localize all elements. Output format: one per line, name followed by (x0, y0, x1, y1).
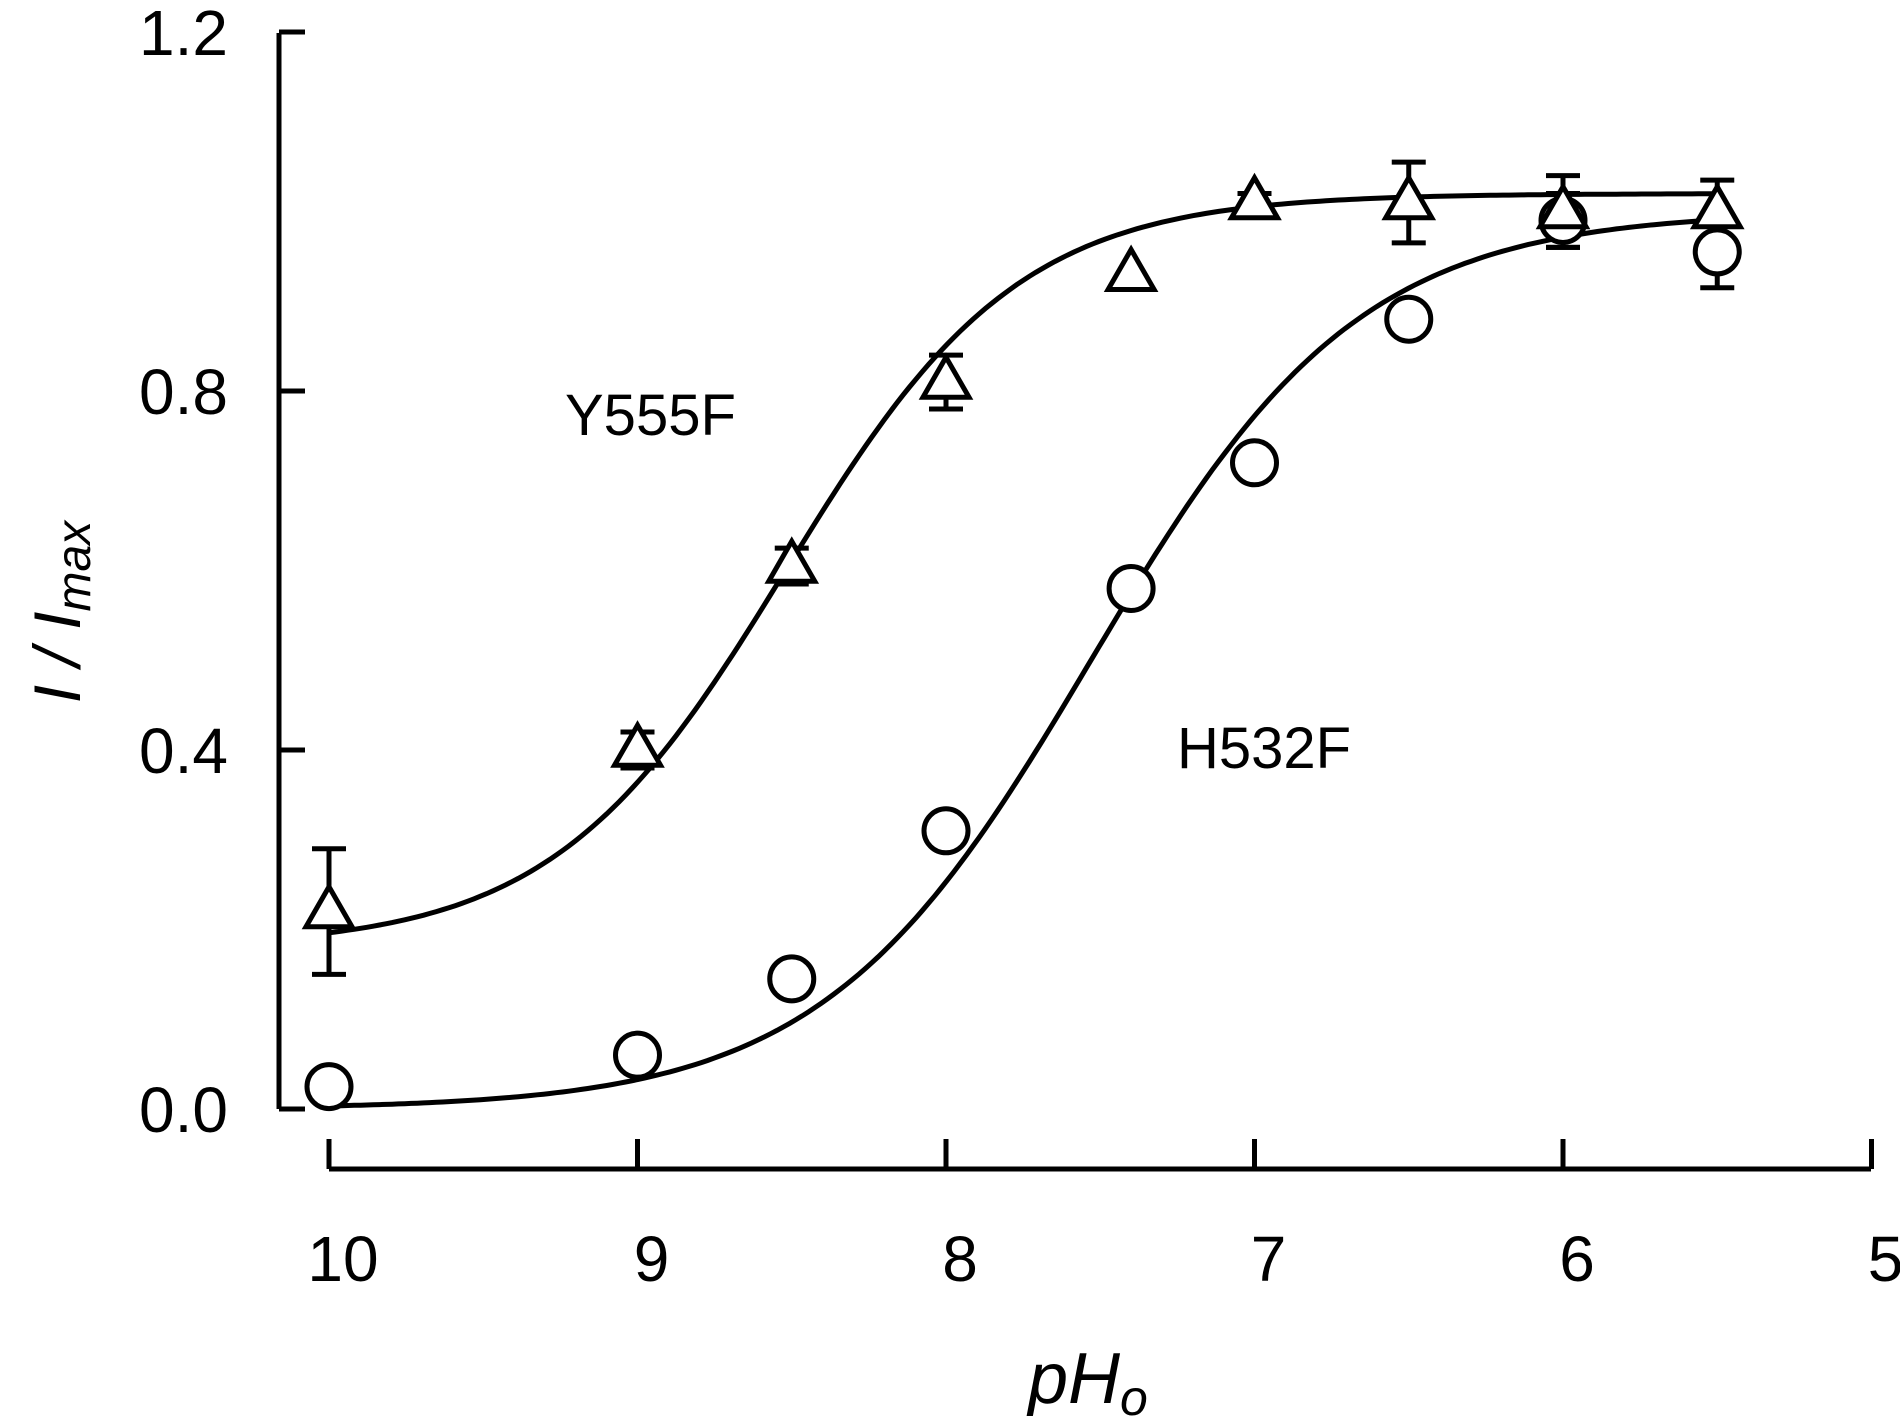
error-bars (312, 159, 1735, 995)
data-point-h532f-0 (304, 1062, 354, 1112)
x-tick-label-1: 9 (634, 1223, 670, 1295)
data-point-h532f-1 (613, 1030, 662, 1080)
x-axis-title: pHo (1026, 1339, 1148, 1416)
y-tick-label-3: 1.2 (139, 0, 228, 69)
data-point-y555f-1 (610, 720, 665, 768)
x-tick-label-0: 10 (307, 1223, 378, 1295)
data-point-y555f-4 (1103, 244, 1159, 293)
series-label-h532f: H532F (1177, 716, 1351, 781)
x-axis-title-main: pH (1026, 1339, 1121, 1416)
x-tick-label-3: 7 (1251, 1223, 1287, 1295)
fit-curve-y555f (328, 191, 1718, 936)
data-point-y555f-8 (1689, 181, 1745, 230)
y-tick-label-0: 0.0 (139, 1074, 228, 1146)
fit-curves (328, 191, 1718, 1109)
x-axis-title-subscript: o (1120, 1370, 1148, 1416)
series-label-y555f: Y555F (565, 383, 736, 448)
data-point-h532f-4 (1106, 563, 1156, 613)
data-point-y555f-5 (1227, 172, 1282, 221)
y-tick-label-2: 0.8 (139, 356, 228, 428)
fit-curve-h532f (328, 217, 1718, 1109)
y-axis-title-main: I / I (20, 612, 94, 704)
x-tick-label-2: 8 (942, 1223, 978, 1295)
axes (276, 33, 1871, 1172)
data-point-h532f-2 (767, 954, 817, 1004)
y-ticks: 0.0 0.4 0.8 1.2 (139, 0, 305, 1146)
data-point-y555f-7 (1535, 181, 1591, 230)
x-tick-label-5: 5 (1868, 1223, 1900, 1295)
x-ticks: 10 9 8 7 6 5 (307, 1139, 1900, 1295)
y-axis-title-subscript: max (48, 519, 101, 612)
data-point-y555f-2 (764, 536, 820, 584)
data-point-y555f-0 (301, 881, 357, 930)
data-point-h532f-8 (1692, 227, 1742, 277)
y-tick-label-1: 0.4 (139, 715, 228, 787)
data-markers (301, 172, 1745, 1112)
data-point-h532f-6 (1384, 294, 1434, 344)
data-point-h532f-3 (921, 806, 971, 856)
data-point-y555f-3 (918, 352, 974, 400)
y-axis-title: I / Imax (20, 519, 101, 703)
x-tick-label-4: 6 (1559, 1223, 1595, 1295)
data-point-h532f-5 (1230, 438, 1279, 488)
data-point-y555f-6 (1381, 172, 1437, 221)
